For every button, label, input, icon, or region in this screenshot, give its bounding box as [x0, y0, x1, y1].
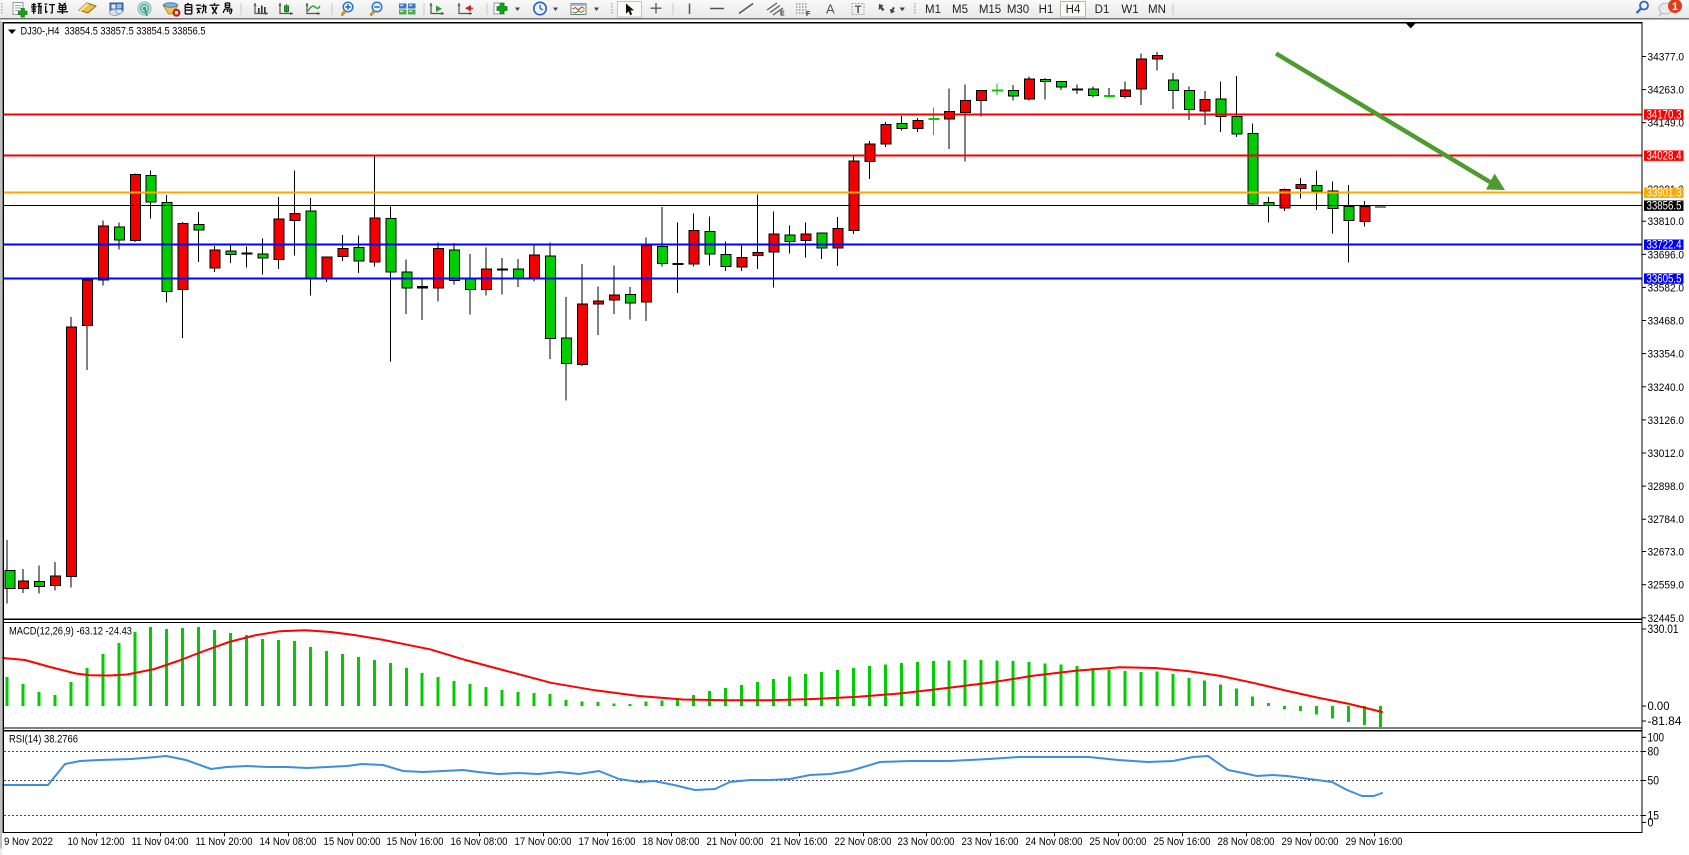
- svg-text:28 Nov 08:00: 28 Nov 08:00: [1218, 836, 1275, 848]
- svg-text:33810.0: 33810.0: [1648, 216, 1685, 228]
- svg-text:33696.0: 33696.0: [1648, 249, 1685, 261]
- svg-text:80: 80: [1648, 747, 1660, 759]
- svg-text:33240.0: 33240.0: [1648, 382, 1685, 394]
- svg-text:17 Nov 00:00: 17 Nov 00:00: [515, 836, 572, 848]
- svg-text:21 Nov 16:00: 21 Nov 16:00: [771, 836, 828, 848]
- svg-text:H4: H4: [1066, 4, 1081, 16]
- svg-text:29 Nov 00:00: 29 Nov 00:00: [1282, 836, 1339, 848]
- svg-text:33605.5: 33605.5: [1647, 274, 1682, 286]
- svg-text:11 Nov 04:00: 11 Nov 04:00: [132, 836, 189, 848]
- svg-text:33856.5: 33856.5: [1647, 201, 1682, 213]
- svg-text:23 Nov 00:00: 23 Nov 00:00: [898, 836, 955, 848]
- svg-text:100: 100: [1648, 732, 1665, 744]
- svg-text:23 Nov 16:00: 23 Nov 16:00: [962, 836, 1019, 848]
- svg-text:9 Nov 2022: 9 Nov 2022: [4, 836, 53, 848]
- svg-text:18 Nov 08:00: 18 Nov 08:00: [643, 836, 700, 848]
- svg-text:34149.0: 34149.0: [1648, 118, 1685, 130]
- svg-text:33901.3: 33901.3: [1647, 188, 1682, 200]
- svg-text:330.01: 330.01: [1648, 624, 1679, 636]
- svg-text:DJ30-,H4 33854.5 33857.5 3385: DJ30-,H4 33854.5 33857.5 33854.5 33856.5: [21, 26, 206, 38]
- svg-text:33722.4: 33722.4: [1647, 240, 1683, 252]
- svg-text:M5: M5: [952, 4, 968, 16]
- svg-text:0.00: 0.00: [1648, 701, 1670, 713]
- svg-text:F: F: [806, 11, 811, 18]
- svg-text:15: 15: [1648, 811, 1660, 823]
- svg-text:32673.0: 32673.0: [1648, 547, 1685, 559]
- svg-text:17 Nov 16:00: 17 Nov 16:00: [579, 836, 636, 848]
- svg-text:33582.0: 33582.0: [1648, 282, 1685, 294]
- svg-text:D1: D1: [1095, 4, 1110, 16]
- svg-text:50: 50: [1648, 776, 1660, 788]
- svg-text:E: E: [780, 11, 785, 18]
- svg-text:34170.3: 34170.3: [1647, 110, 1682, 122]
- svg-text:22 Nov 08:00: 22 Nov 08:00: [835, 836, 892, 848]
- svg-text:-81.84: -81.84: [1648, 716, 1683, 728]
- svg-text:W1: W1: [1121, 4, 1138, 16]
- svg-text:H1: H1: [1039, 4, 1054, 16]
- svg-text:32559.0: 32559.0: [1648, 580, 1685, 592]
- svg-text:M15: M15: [979, 4, 1001, 16]
- svg-text:14 Nov 08:00: 14 Nov 08:00: [260, 836, 317, 848]
- svg-text:32898.0: 32898.0: [1648, 481, 1685, 493]
- svg-text:15 Nov 00:00: 15 Nov 00:00: [324, 836, 381, 848]
- svg-text:1: 1: [1672, 1, 1678, 13]
- svg-text:24 Nov 08:00: 24 Nov 08:00: [1026, 836, 1083, 848]
- svg-text:25 Nov 00:00: 25 Nov 00:00: [1090, 836, 1147, 848]
- svg-text:34263.0: 34263.0: [1648, 85, 1685, 97]
- svg-text:RSI(14) 38.2766: RSI(14) 38.2766: [9, 734, 78, 746]
- svg-text:15 Nov 16:00: 15 Nov 16:00: [387, 836, 444, 848]
- svg-text:33012.0: 33012.0: [1648, 448, 1685, 460]
- svg-text:16 Nov 08:00: 16 Nov 08:00: [451, 836, 508, 848]
- svg-text:M30: M30: [1007, 4, 1029, 16]
- svg-text:33354.0: 33354.0: [1648, 349, 1685, 361]
- svg-text:32784.0: 32784.0: [1648, 514, 1685, 526]
- svg-text:MN: MN: [1148, 4, 1166, 16]
- svg-text:21 Nov 00:00: 21 Nov 00:00: [707, 836, 764, 848]
- svg-text:10 Nov 12:00: 10 Nov 12:00: [68, 836, 125, 848]
- svg-text:A: A: [826, 2, 835, 17]
- svg-text:T: T: [855, 4, 862, 16]
- svg-text:25 Nov 16:00: 25 Nov 16:00: [1154, 836, 1211, 848]
- svg-text:11 Nov 20:00: 11 Nov 20:00: [196, 836, 253, 848]
- svg-text:M1: M1: [925, 4, 941, 16]
- svg-text:29 Nov 16:00: 29 Nov 16:00: [1346, 836, 1403, 848]
- svg-text:33126.0: 33126.0: [1648, 415, 1685, 427]
- svg-text:34377.0: 34377.0: [1648, 52, 1685, 64]
- svg-text:33468.0: 33468.0: [1648, 316, 1685, 328]
- svg-text:34028.4: 34028.4: [1647, 151, 1683, 163]
- svg-text:32445.0: 32445.0: [1648, 613, 1685, 625]
- svg-text:0: 0: [1648, 817, 1654, 829]
- svg-text:MACD(12,26,9) -63.12 -24.43: MACD(12,26,9) -63.12 -24.43: [9, 626, 132, 638]
